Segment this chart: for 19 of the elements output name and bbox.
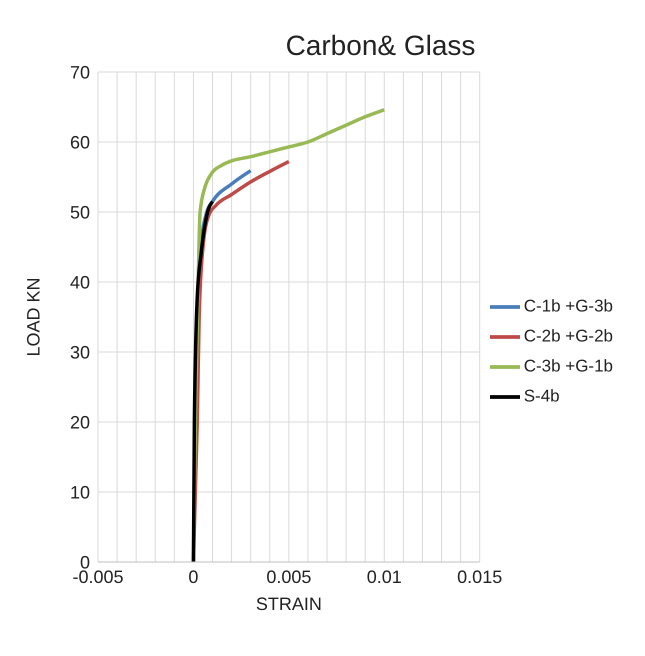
x-axis-title: STRAIN (256, 594, 322, 614)
chart-title: Carbon& Glass (284, 30, 476, 62)
y-tick-label: 10 (70, 482, 90, 502)
y-tick-label: 50 (70, 202, 90, 222)
x-tick-label: 0 (188, 566, 198, 587)
y-tick-label: 60 (70, 132, 90, 152)
x-tick-label: 0.01 (366, 566, 402, 587)
y-tick-label: 40 (70, 272, 90, 292)
legend-label: C-3b +G-1b (524, 356, 613, 376)
line-series (192, 200, 214, 562)
legend-label: C-1b +G-3b (524, 296, 613, 316)
x-tick-label: 0.015 (457, 566, 502, 587)
y-tick-label: 30 (70, 342, 90, 362)
legend-label: S-4b (524, 386, 560, 406)
y-tick-label: 20 (70, 412, 90, 432)
legend-label: C-2b +G-2b (524, 326, 613, 346)
y-axis-title: LOAD KN (23, 277, 44, 357)
x-tick-label: 0.005 (266, 566, 312, 587)
y-tick-label: 70 (70, 62, 90, 82)
